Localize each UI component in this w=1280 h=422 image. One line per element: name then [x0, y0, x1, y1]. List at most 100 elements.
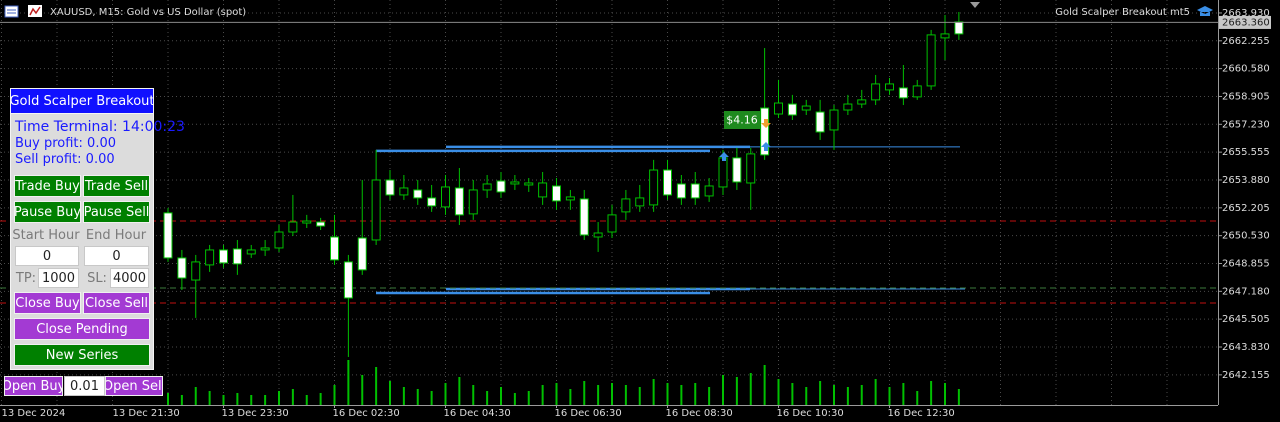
y-tick-label: 2643.830 — [1222, 342, 1270, 353]
x-tick-label: 16 Dec 04:30 — [444, 408, 511, 419]
candle-body — [593, 232, 603, 238]
candle-body — [663, 169, 672, 196]
x-tick-label: 16 Dec 10:30 — [777, 408, 844, 419]
candle-body — [898, 87, 908, 99]
candle-body — [801, 105, 811, 111]
candle-body — [871, 83, 881, 101]
bid-label-box — [1219, 15, 1271, 29]
candle-body — [413, 189, 423, 199]
candle-body — [441, 186, 450, 208]
new-series-button[interactable]: New Series — [14, 344, 150, 366]
trade-buy-button[interactable]: Trade Buy — [14, 175, 81, 197]
open-buy-button[interactable]: Open Buy — [4, 376, 63, 396]
y-tick-label: 2660.580 — [1222, 64, 1270, 75]
candle-body — [288, 221, 298, 233]
y-tick-label: 2647.180 — [1222, 286, 1270, 297]
candle-body — [843, 103, 853, 111]
close-pending-button[interactable]: Close Pending — [14, 318, 150, 340]
candle-body — [427, 197, 437, 207]
y-tick-label: 2662.255 — [1222, 36, 1270, 47]
candle-body — [246, 249, 256, 255]
y-tick-label: 2652.205 — [1222, 203, 1270, 214]
symbol-title: XAUUSD, M15: Gold vs US Dollar (spot) — [50, 7, 246, 18]
candle-body — [649, 169, 659, 206]
candle-body — [205, 249, 215, 266]
expert-name: Gold Scalper Breakout mt5 — [1055, 7, 1190, 18]
candle-body — [191, 261, 201, 281]
y-tick-label: 2653.880 — [1222, 175, 1270, 186]
candle-body — [718, 157, 728, 188]
candle-body — [454, 187, 464, 216]
panel-title: Gold Scalper Breakout — [10, 88, 154, 114]
sl-input[interactable]: 4000 — [110, 268, 149, 288]
buy-profit: Buy profit: 0.00 — [15, 136, 116, 151]
sl-label: SL: — [84, 268, 110, 288]
candle-body — [635, 197, 645, 207]
candle-body — [579, 198, 589, 236]
trade-markers — [719, 119, 771, 161]
start-hour-input[interactable]: 0 — [15, 246, 79, 266]
candle-body — [316, 221, 326, 227]
candle-body — [621, 198, 631, 213]
candle-body — [704, 185, 714, 197]
candle-body — [829, 109, 839, 131]
y-tick-label: 2663.930 — [1222, 8, 1270, 19]
candle-body — [468, 189, 478, 215]
close-buy-button[interactable]: Close Buy — [14, 292, 81, 314]
sell-profit: Sell profit: 0.00 — [15, 152, 115, 167]
candle-body — [343, 261, 353, 299]
pause-buy-button[interactable]: Pause Buy — [14, 201, 81, 223]
y-tick-label: 2642.155 — [1222, 370, 1270, 381]
y-tick-label: 2645.505 — [1222, 314, 1270, 325]
candle-body — [857, 99, 867, 105]
candle-body — [357, 237, 367, 271]
candle-body — [940, 33, 950, 39]
candle-body — [232, 248, 242, 265]
open-sell-button[interactable]: Open Sell — [105, 376, 163, 396]
x-tick-label: 16 Dec 06:30 — [555, 408, 622, 419]
candle-body — [482, 183, 492, 191]
candle-body — [260, 247, 270, 251]
x-tick-label: 13 Dec 23:30 — [222, 408, 289, 419]
sell-arrow — [761, 119, 771, 128]
lot-input[interactable]: 0.01 — [64, 376, 105, 396]
end-hour-label: End Hour — [83, 225, 149, 245]
x-tick-label: 13 Dec 21:30 — [113, 408, 180, 419]
candle-body — [302, 220, 312, 224]
pause-sell-button[interactable]: Pause Sell — [83, 201, 150, 223]
profit-annotation-box — [724, 111, 760, 129]
candle-body — [912, 85, 922, 98]
close-sell-button[interactable]: Close Sell — [83, 292, 150, 314]
expert-icon — [1197, 6, 1213, 16]
candle-body — [607, 214, 617, 233]
candle-body — [732, 157, 742, 183]
start-hour-label: Start Hour — [12, 225, 80, 245]
candle-body — [815, 111, 825, 133]
toolbar-icons — [4, 5, 42, 18]
end-hour-input[interactable]: 0 — [84, 246, 149, 266]
candle-body — [676, 183, 686, 199]
candle-body — [787, 103, 797, 116]
candle-body — [690, 183, 700, 199]
candle-body — [274, 231, 284, 249]
candle-body — [524, 182, 534, 186]
tp-input[interactable]: 1000 — [38, 268, 79, 288]
y-tick-label: 2648.855 — [1222, 258, 1270, 269]
plot-area — [0, 0, 1218, 405]
candle-body — [774, 102, 783, 115]
shift-marker — [970, 2, 980, 8]
candle-body — [510, 181, 520, 185]
candle-body — [885, 83, 894, 91]
candle-body — [177, 257, 187, 279]
candle-body — [219, 249, 228, 264]
candle-body — [926, 34, 936, 87]
y-tick-label: 2650.530 — [1222, 231, 1270, 242]
candle-body — [371, 179, 381, 241]
candle-body — [496, 180, 506, 193]
candle-body — [954, 21, 964, 35]
panel-title-text: Gold Scalper Breakout — [10, 93, 154, 109]
y-tick-label: 2658.905 — [1222, 91, 1270, 102]
trade-sell-button[interactable]: Trade Sell — [83, 175, 150, 197]
bid-label: 2663.360 — [1222, 17, 1270, 28]
